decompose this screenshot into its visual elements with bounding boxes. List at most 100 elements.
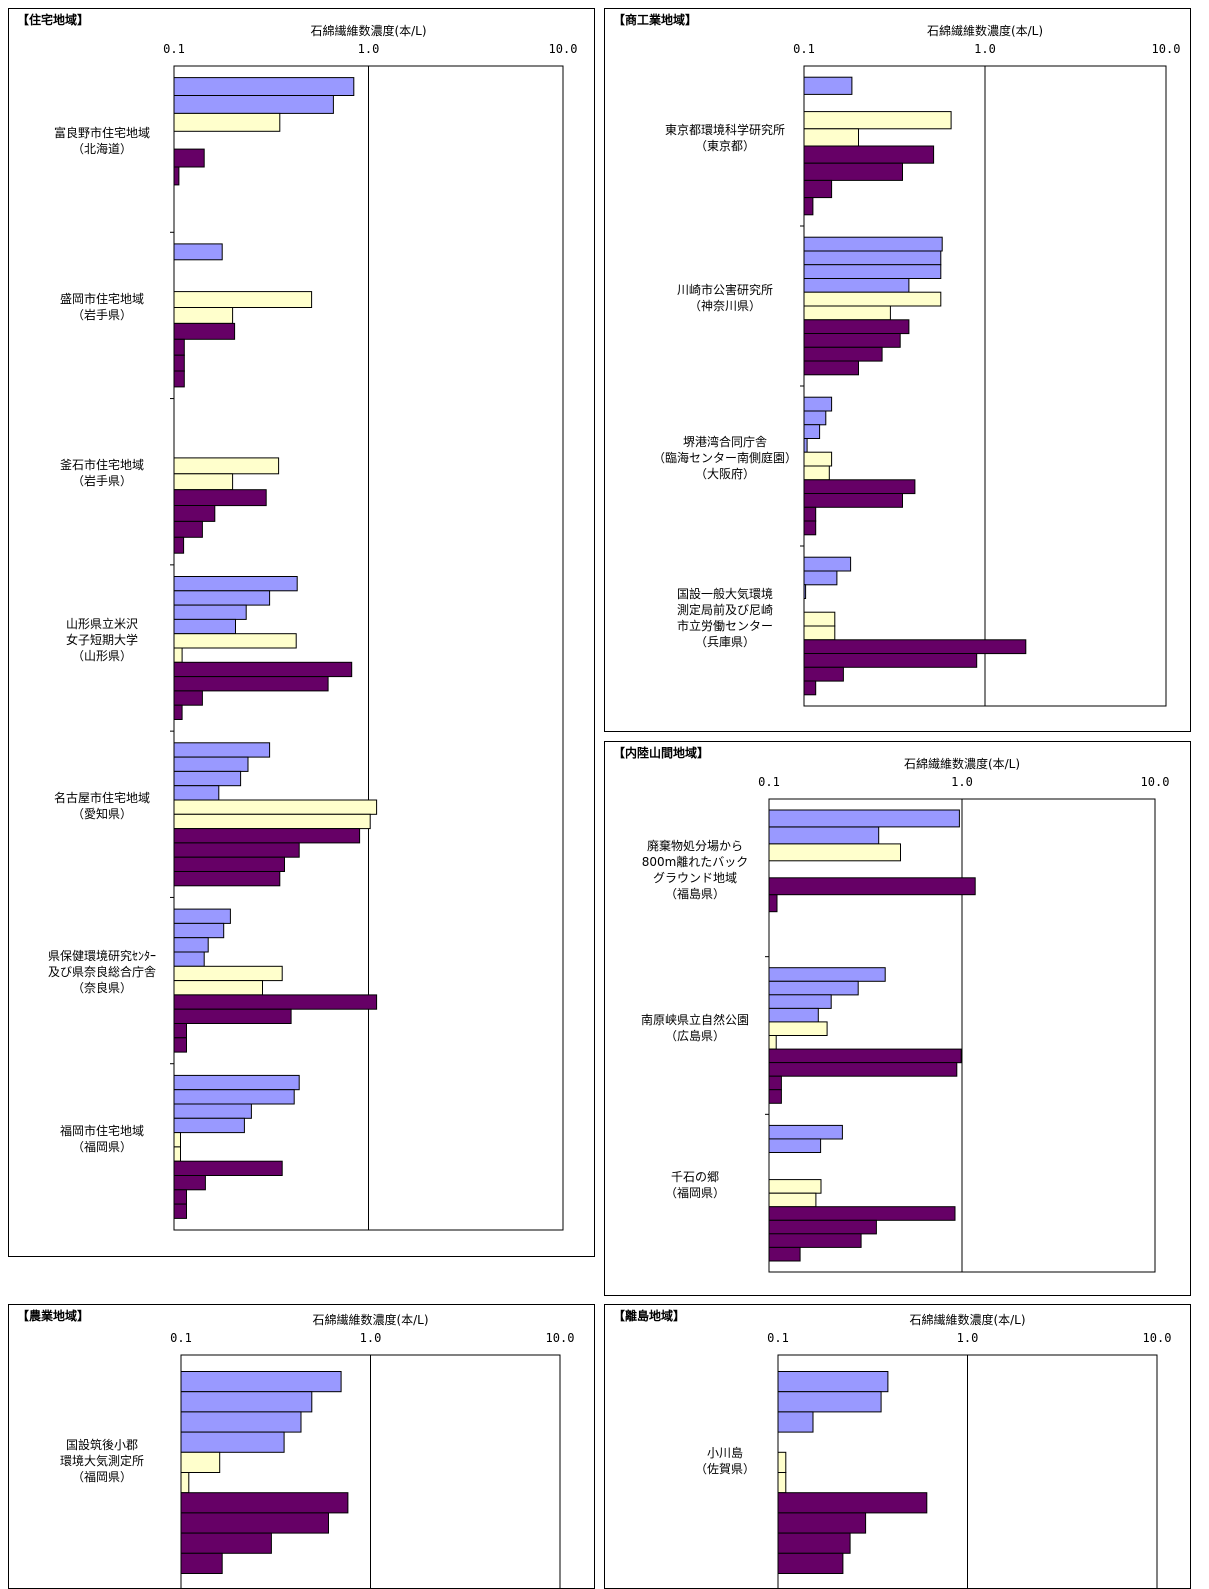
category-label-line: 県保健環境研究ｾﾝﾀｰ bbox=[47, 949, 157, 964]
bar-blue bbox=[173, 77, 355, 96]
category-label-line: 800m離れたバック bbox=[641, 854, 749, 869]
category-label-line: 釜石市住宅地域 bbox=[59, 458, 145, 473]
bar-blue bbox=[173, 742, 271, 758]
bar-yellow bbox=[173, 457, 280, 475]
bar-blue bbox=[173, 785, 220, 801]
bar-purple bbox=[803, 333, 901, 348]
x-axis-label: 石綿繊維数濃度(本/L) bbox=[310, 24, 427, 38]
bar-yellow bbox=[173, 813, 371, 830]
bar-purple bbox=[173, 148, 205, 168]
bar-yellow bbox=[173, 1146, 181, 1162]
category-label: 堺港湾合同庁舎 （臨海センター南側庭園） （大阪府） bbox=[653, 434, 797, 482]
bar-yellow bbox=[180, 1472, 190, 1494]
category-label: 盛岡市住宅地域 （岩手県） bbox=[60, 291, 144, 323]
bar-yellow bbox=[803, 291, 942, 307]
category-label-line: 女子短期大学 bbox=[65, 632, 139, 647]
bar-blue bbox=[803, 438, 808, 453]
bar-purple bbox=[803, 162, 903, 181]
bar-blue bbox=[173, 243, 223, 261]
bar-blue bbox=[173, 951, 205, 967]
category-label: 山形県立米沢 女子短期大学 （山形県） bbox=[66, 616, 138, 664]
bar-purple bbox=[173, 322, 236, 340]
bar-purple bbox=[768, 1089, 782, 1104]
x-tick-label: 0.1 bbox=[170, 1331, 192, 1345]
bar-blue bbox=[768, 1124, 843, 1140]
category-label-line: （神奈川県） bbox=[688, 299, 762, 313]
bar-purple bbox=[777, 1552, 844, 1575]
bar-blue bbox=[173, 604, 247, 620]
bar-purple bbox=[768, 1219, 877, 1235]
bar-yellow bbox=[173, 307, 234, 324]
bar-purple bbox=[173, 676, 329, 692]
chart-inland: 【内陸山間地域】 石綿繊維数濃度(本/L) 0.1 1.0 10.0 廃棄物処分場から 8… bbox=[604, 741, 1191, 1296]
bar-purple bbox=[173, 994, 378, 1010]
category-label: 小川島 （佐賀県） bbox=[695, 1445, 755, 1477]
bar-blue bbox=[803, 570, 838, 586]
category-label-line: （岩手県） bbox=[71, 474, 133, 489]
bar-purple bbox=[173, 856, 285, 873]
bar-blue bbox=[173, 576, 298, 592]
chart-residential: 【住宅地域】 石綿繊維数濃度(本/L) 0.1 1.0 10.0 富良野市住宅地域 （北海… bbox=[8, 8, 595, 1257]
x-axis-label: 石綿繊維数濃度(本/L) bbox=[909, 1313, 1026, 1327]
bar-yellow bbox=[768, 1035, 777, 1050]
x-tick-label: 0.1 bbox=[163, 42, 185, 56]
bar-yellow bbox=[777, 1472, 787, 1494]
bar-yellow bbox=[768, 1021, 828, 1036]
bar-blue bbox=[173, 618, 236, 635]
category-label-line: （広島県） bbox=[664, 1028, 726, 1043]
category-label-line: 川崎市公害研究所 bbox=[676, 283, 774, 297]
category-label: 国設一般大気環境 測定局前及び尼崎 市立労働センター （兵庫県） bbox=[677, 586, 773, 650]
category-label-line: 東京都環境科学研究所 bbox=[664, 123, 786, 137]
x-tick-label: 1.0 bbox=[956, 1331, 979, 1345]
category-label-line: 山形県立米沢 bbox=[65, 616, 139, 631]
bar-yellow bbox=[180, 1451, 221, 1474]
panel-title: 【内陸山間地域】 bbox=[613, 746, 710, 760]
bar-blue bbox=[173, 1117, 245, 1134]
bar-blue bbox=[803, 556, 852, 572]
category-label: 千石の郷 （福岡県） bbox=[665, 1169, 725, 1201]
bar-blue bbox=[777, 1371, 889, 1393]
plot-svg bbox=[170, 65, 564, 1231]
bar-yellow bbox=[803, 625, 836, 641]
bar-blue bbox=[768, 1138, 822, 1153]
bar-blue bbox=[768, 980, 859, 996]
bar-yellow bbox=[803, 451, 833, 467]
bar-purple bbox=[803, 346, 883, 362]
bar-blue bbox=[173, 1103, 252, 1119]
bar-blue bbox=[173, 1074, 300, 1091]
bar-blue bbox=[180, 1411, 302, 1433]
category-label-line: 国設一般大気環境 bbox=[676, 587, 774, 601]
bar-purple bbox=[768, 1233, 862, 1248]
category-label-line: 国設筑後小郡 bbox=[65, 1437, 139, 1452]
category-label-line: 富良野市住宅地域 bbox=[53, 125, 151, 140]
bar-blue bbox=[180, 1371, 342, 1393]
panel-title: 【住宅地域】 bbox=[17, 13, 90, 27]
bar-purple bbox=[803, 680, 817, 696]
bar-purple bbox=[803, 653, 978, 668]
bar-purple bbox=[173, 842, 300, 858]
panel-title: 【離島地域】 bbox=[613, 1309, 686, 1323]
bar-purple bbox=[173, 1023, 187, 1039]
plot-svg bbox=[765, 798, 1156, 1273]
bar-blue bbox=[803, 410, 827, 426]
bar-purple bbox=[768, 1206, 956, 1221]
category-label-line: 堺港湾合同庁舎 bbox=[682, 435, 768, 449]
category-label: 川崎市公害研究所 （神奈川県） bbox=[677, 282, 773, 314]
x-axis-label: 石綿繊維数濃度(本/L) bbox=[926, 24, 1044, 38]
bar-blue bbox=[173, 908, 231, 924]
bar-purple bbox=[777, 1492, 928, 1514]
bar-purple bbox=[768, 894, 778, 913]
bar-purple bbox=[173, 1160, 283, 1176]
x-tick-label: 1.0 bbox=[974, 42, 996, 56]
bar-yellow bbox=[803, 611, 836, 627]
category-label-line: （奈良県） bbox=[71, 981, 133, 996]
bar-purple bbox=[173, 354, 185, 372]
chart-island: 【離島地域】 石綿繊維数濃度(本/L) 0.1 1.0 10.0 小川島 （佐賀県） bbox=[604, 1304, 1191, 1589]
bar-yellow bbox=[768, 1179, 822, 1194]
bar-blue bbox=[768, 809, 960, 828]
bar-blue bbox=[803, 424, 821, 440]
category-label-line: （大阪府） bbox=[694, 467, 756, 481]
bar-purple bbox=[173, 489, 267, 507]
bar-purple bbox=[180, 1552, 223, 1575]
x-tick-label: 1.0 bbox=[357, 42, 380, 56]
